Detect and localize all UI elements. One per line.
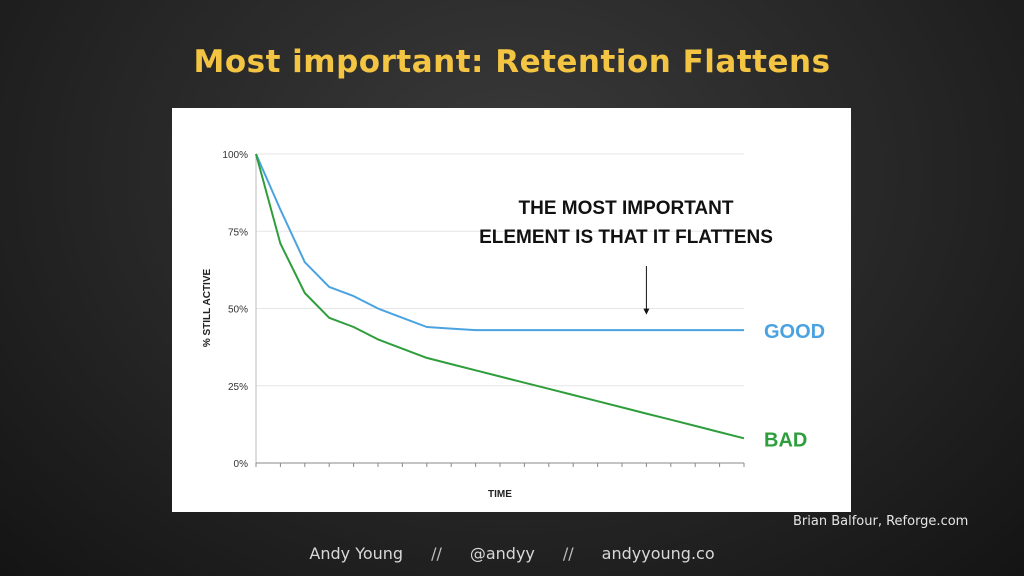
annotation-arrow-head [643,308,650,315]
series-line-bad [255,153,745,440]
retention-chart: 0% 25% 50% 75% 100% GOOD BAD % STILL ACTIVE T… [202,150,825,500]
series-line-good [255,153,744,332]
y-axis-label: % STILL ACTIVE [202,269,213,348]
y-tick-label: 50% [228,305,248,316]
footer: Andy Young // @andyy // andyyoung.co [0,544,1024,563]
footer-separator: // [431,544,442,563]
chart-card: 0% 25% 50% 75% 100% GOOD BAD % STILL ACTIVE T… [172,108,851,512]
footer-name: Andy Young [309,544,404,563]
x-axis-label: TIME [488,489,512,500]
series-label-good: GOOD [764,321,825,343]
y-tick-label: 75% [228,227,248,238]
slide-title: Most important: Retention Flattens [193,44,831,80]
annotation-text-line1: THE MOST IMPORTANT [519,198,734,219]
y-tick-label: 25% [228,382,248,393]
y-tick-label: 0% [234,459,249,470]
footer-site: andyyoung.co [601,544,715,563]
series-layer: GOOD BAD [255,153,825,451]
footer-handle: @andyy [469,544,535,563]
annotation-text-line2: ELEMENT IS THAT IT FLATTENS [479,227,773,248]
series-label-bad: BAD [764,429,807,451]
annotation-arrow [643,266,650,315]
footer-separator: // [562,544,574,563]
source-credit: Brian Balfour, Reforge.com [793,514,969,529]
y-tick-label: 100% [222,150,248,161]
axis-layer: 0% 25% 50% 75% 100% [222,150,745,470]
